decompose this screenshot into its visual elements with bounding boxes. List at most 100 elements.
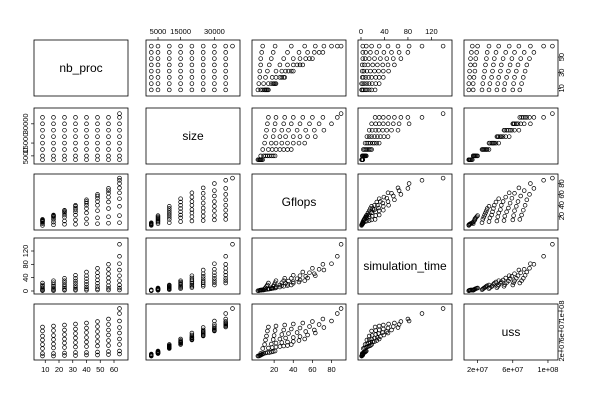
point: [200, 68, 206, 74]
point: [51, 286, 56, 292]
point: [260, 43, 265, 49]
point: [212, 193, 217, 199]
tick-label: 5000: [21, 148, 30, 165]
point: [263, 337, 268, 343]
point: [510, 87, 516, 93]
point: [283, 134, 288, 139]
point: [189, 275, 195, 281]
point: [392, 62, 397, 68]
point: [491, 282, 496, 287]
point: [262, 140, 267, 146]
point: [73, 222, 78, 227]
point: [200, 213, 206, 219]
point: [200, 185, 206, 191]
point: [384, 195, 390, 201]
point: [366, 127, 372, 133]
point: [200, 195, 206, 201]
point: [117, 348, 122, 354]
point: [73, 134, 78, 139]
point: [62, 286, 67, 291]
point: [84, 282, 89, 287]
point: [95, 270, 100, 275]
point: [84, 157, 89, 162]
point: [475, 213, 480, 218]
point: [95, 274, 100, 279]
point: [212, 181, 217, 186]
point: [270, 349, 276, 354]
point: [479, 220, 485, 225]
point: [522, 68, 528, 74]
point: [369, 121, 374, 127]
point: [516, 127, 522, 133]
point: [178, 206, 183, 211]
point: [117, 318, 122, 324]
point: [486, 43, 492, 49]
point: [84, 330, 89, 335]
point: [62, 121, 67, 127]
panel-frame: [463, 107, 559, 165]
point: [189, 43, 195, 49]
point: [106, 287, 111, 293]
point: [363, 50, 368, 55]
point: [386, 321, 391, 327]
point: [95, 153, 100, 159]
point: [255, 87, 261, 93]
point: [117, 204, 122, 209]
point: [504, 75, 509, 80]
point: [84, 115, 89, 120]
panel-frame: [357, 39, 453, 97]
point: [223, 50, 228, 55]
point: [189, 284, 195, 289]
panel-frame: [357, 107, 453, 165]
panel-frame: [145, 237, 241, 295]
point: [512, 75, 517, 80]
point: [263, 134, 268, 139]
point: [73, 217, 78, 223]
point: [291, 279, 296, 284]
point: [117, 196, 122, 201]
point: [486, 87, 492, 93]
point: [310, 115, 315, 120]
point: [395, 127, 401, 133]
point: [117, 267, 122, 273]
point: [375, 134, 380, 139]
tick-label: 5000: [150, 27, 167, 36]
point: [550, 111, 555, 116]
point: [486, 204, 492, 209]
point: [310, 319, 315, 324]
point: [178, 203, 183, 208]
point: [95, 208, 100, 213]
point: [178, 215, 183, 221]
point: [541, 115, 546, 120]
tick-label: 2e+07: [557, 340, 566, 361]
point: [273, 115, 279, 120]
point: [167, 62, 172, 68]
point: [269, 56, 274, 61]
point: [372, 339, 377, 344]
point: [279, 332, 285, 337]
point: [329, 43, 334, 49]
point: [305, 332, 310, 338]
point: [95, 343, 100, 349]
point: [212, 188, 217, 193]
point: [212, 318, 217, 324]
point: [189, 62, 195, 68]
point: [189, 56, 195, 61]
point: [368, 50, 373, 55]
point: [269, 345, 275, 350]
point: [189, 330, 195, 336]
point: [73, 285, 78, 290]
point: [500, 134, 506, 139]
point: [376, 115, 382, 120]
point: [117, 287, 122, 293]
point: [528, 261, 533, 266]
point: [40, 333, 45, 339]
point: [507, 127, 513, 133]
point: [200, 325, 206, 330]
point: [362, 56, 368, 61]
point: [73, 276, 78, 281]
point: [374, 338, 380, 343]
point: [73, 205, 78, 211]
point: [285, 62, 290, 68]
tick-label: 80: [557, 179, 566, 187]
